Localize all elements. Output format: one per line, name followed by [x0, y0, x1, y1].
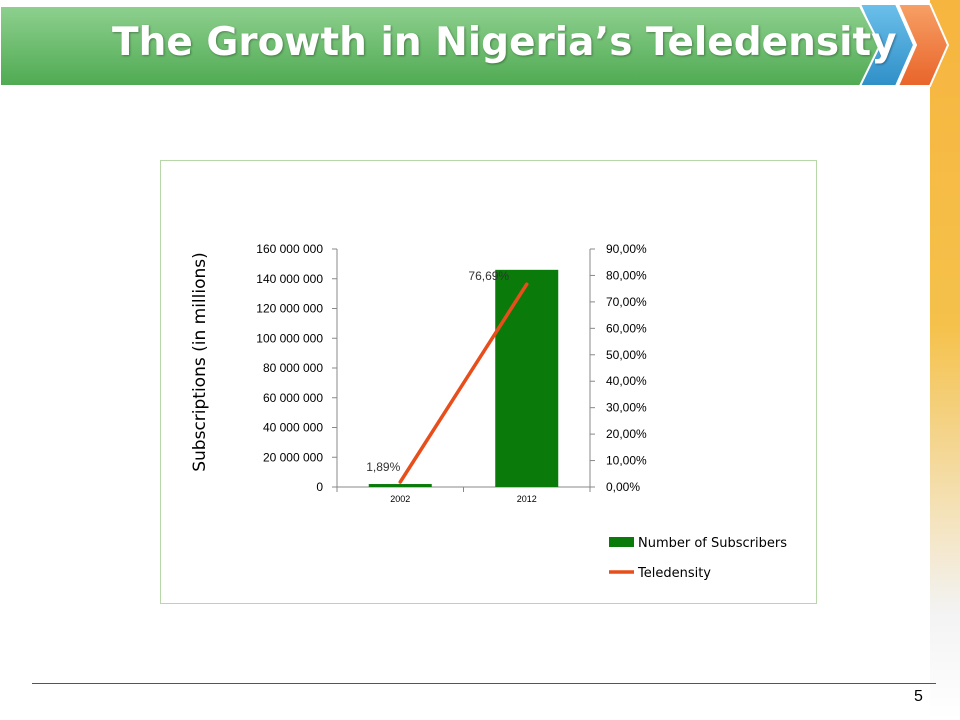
y2-tick-label: 80,00% — [606, 268, 647, 282]
y-tick-label: 40 000 000 — [263, 421, 323, 435]
data-label: 76,69% — [468, 269, 509, 283]
y-tick-label: 20 000 000 — [263, 450, 323, 464]
y-tick-label: 160 000 000 — [256, 242, 323, 256]
x-tick-label: 2002 — [390, 494, 410, 504]
page-title: The Growth in Nigeria’s Teledensity — [112, 20, 897, 65]
footer-divider — [32, 683, 936, 684]
y2-tick-label: 0,00% — [606, 480, 640, 494]
bar — [368, 484, 432, 487]
chart-frame — [160, 160, 817, 604]
legend-label: Number of Subscribers — [638, 536, 787, 551]
legend-swatch-bar — [609, 537, 634, 547]
y-axis-label: Subscriptions (in millions) — [190, 252, 210, 472]
y2-tick-label: 90,00% — [606, 242, 647, 256]
bar — [495, 269, 559, 487]
y2-tick-label: 10,00% — [606, 454, 647, 468]
legend-label: Teledensity — [637, 566, 711, 581]
y2-tick-label: 30,00% — [606, 401, 647, 415]
y-tick-label: 80 000 000 — [263, 361, 323, 375]
y2-tick-label: 40,00% — [606, 374, 647, 388]
teledensity-line — [398, 282, 529, 484]
y-tick-label: 140 000 000 — [256, 272, 323, 286]
y-tick-label: 60 000 000 — [263, 391, 323, 405]
y2-tick-label: 20,00% — [606, 427, 647, 441]
side-decoration-strip — [930, 0, 960, 720]
x-tick-label: 2012 — [517, 494, 537, 504]
green-title-shape — [0, 5, 882, 87]
y2-tick-label: 70,00% — [606, 295, 647, 309]
data-label: 1,89% — [366, 460, 400, 474]
title-banner — [0, 3, 950, 87]
page-number: 5 — [914, 688, 923, 705]
y2-tick-label: 60,00% — [606, 321, 647, 335]
y-tick-label: 100 000 000 — [256, 331, 323, 345]
y-tick-label: 120 000 000 — [256, 302, 323, 316]
y-tick-label: 0 — [316, 480, 323, 494]
y2-tick-label: 50,00% — [606, 348, 647, 362]
orange-chevron — [896, 3, 950, 87]
